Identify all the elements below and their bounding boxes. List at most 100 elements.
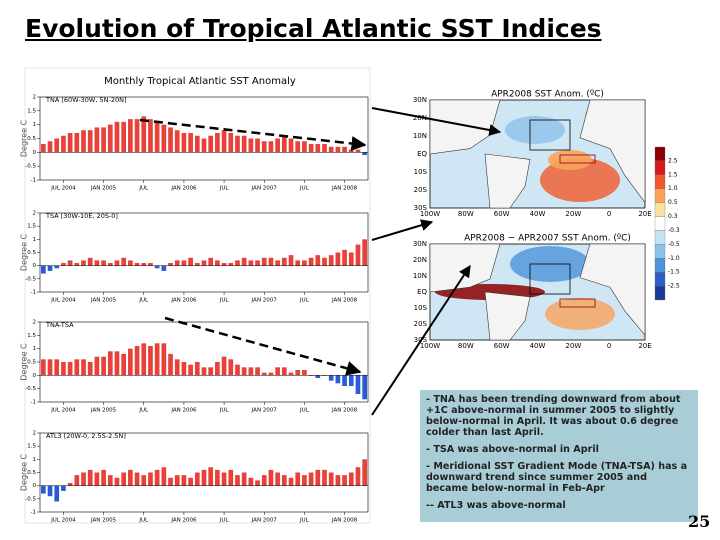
chart-title: ATL3 [20W-0, 2.5S-2.5N] <box>46 432 126 440</box>
bar <box>208 367 214 376</box>
bar <box>87 469 93 486</box>
y-axis-label: Degree C <box>20 343 29 381</box>
pointer-arrow <box>371 219 434 241</box>
lat-label: 10S <box>414 168 428 176</box>
bar <box>295 141 301 153</box>
colorbar-swatch <box>654 202 666 217</box>
y-tick-label: 1 <box>33 346 37 352</box>
lon-label: 20E <box>638 342 651 350</box>
bar <box>174 359 180 376</box>
y-tick-label: -0.5 <box>25 496 36 502</box>
lat-label: 10S <box>414 304 428 312</box>
note: - Meridional SST Gradient Mode (TNA-TSA)… <box>426 461 688 494</box>
page-number: 25 <box>688 512 711 531</box>
bar <box>355 244 361 266</box>
bar <box>302 370 307 376</box>
colorbar-label: -0.3 <box>668 227 680 234</box>
bar <box>342 475 347 486</box>
bar <box>362 239 367 266</box>
lat-label: 20S <box>414 186 428 194</box>
x-tick-label: JAN 2008 <box>331 408 358 414</box>
bar <box>208 257 214 266</box>
bar <box>261 475 267 486</box>
bar <box>181 260 187 266</box>
x-tick-label: JUL <box>138 298 149 304</box>
bar <box>342 146 347 153</box>
bar <box>168 263 173 266</box>
bar <box>268 469 274 486</box>
lon-label: 100W <box>420 342 440 350</box>
bar <box>255 367 260 376</box>
bar <box>275 367 280 376</box>
bar <box>315 375 321 378</box>
bar <box>328 375 334 381</box>
bar <box>322 469 327 486</box>
bar <box>47 485 53 497</box>
colorbar-swatch <box>654 146 666 162</box>
bar <box>194 362 200 376</box>
x-tick-label: JAN 2005 <box>90 186 117 192</box>
bar <box>87 362 93 376</box>
charts: TNA [60W-30W, 5N-20N] Degree C -1 -0.5 0 0.5 1… <box>20 95 369 524</box>
bar <box>154 265 160 269</box>
x-tick-label: JAN 2005 <box>90 518 117 524</box>
colorbar-label: 1.5 <box>668 171 678 178</box>
bar <box>335 252 341 266</box>
trend-arrow <box>139 118 367 151</box>
colorbar-swatch <box>654 188 666 203</box>
note: - TSA was above-normal in April <box>426 444 599 455</box>
x-tick-label: JAN 2006 <box>170 518 197 524</box>
x-tick-label: JAN 2008 <box>331 186 358 192</box>
bar <box>228 263 234 266</box>
x-tick-label: JAN 2007 <box>251 298 278 304</box>
bar <box>181 362 187 376</box>
bar <box>235 364 240 376</box>
y-tick-label: 1.5 <box>27 444 36 450</box>
bar <box>154 469 160 486</box>
x-tick-label: JUL <box>219 408 230 414</box>
colorbar-swatch <box>654 230 666 245</box>
bar <box>101 127 106 153</box>
y-tick-label: 0.5 <box>27 136 36 142</box>
bar <box>134 472 140 486</box>
bar <box>114 260 120 266</box>
bar <box>241 472 247 486</box>
x-tick-label: JUL <box>219 518 230 524</box>
bar <box>148 472 153 486</box>
bar <box>315 144 321 153</box>
bar <box>81 359 86 376</box>
bar <box>188 132 193 153</box>
y-tick-label: -0.5 <box>25 386 36 392</box>
bar <box>275 472 280 486</box>
y-tick-label: 2 <box>33 95 37 101</box>
x-tick-label: JUL 2004 <box>50 518 76 524</box>
map-title: APR2008 − APR2007 SST Anom. (ºC) <box>464 234 631 244</box>
bar <box>94 127 100 153</box>
chart-title: TNA [60W-30W, 5N-20N] <box>45 96 127 104</box>
bar <box>67 483 73 486</box>
index-box <box>529 119 571 151</box>
x-tick-label: JUL <box>138 518 149 524</box>
x-tick-label: JUL <box>219 298 230 304</box>
x-tick-label: JUL <box>299 518 310 524</box>
bar <box>241 135 247 153</box>
x-tick-label: JUL <box>299 186 310 192</box>
bar <box>154 121 160 153</box>
bar <box>54 359 60 376</box>
bar <box>161 265 167 271</box>
y-tick-label: -0.5 <box>25 164 36 170</box>
bar <box>101 260 106 266</box>
note: -- ATL3 was above-normal <box>426 500 566 511</box>
anomaly-blob <box>548 150 592 170</box>
colorbar-label: 1.0 <box>668 185 678 192</box>
bar <box>255 138 260 153</box>
y-tick-label: 0.5 <box>27 360 36 366</box>
bar <box>295 260 301 266</box>
x-tick-label: JAN 2005 <box>90 298 117 304</box>
y-tick-label: 0 <box>33 483 37 489</box>
bar <box>328 146 334 153</box>
bar <box>302 475 307 486</box>
colorbar-swatch <box>654 216 666 231</box>
